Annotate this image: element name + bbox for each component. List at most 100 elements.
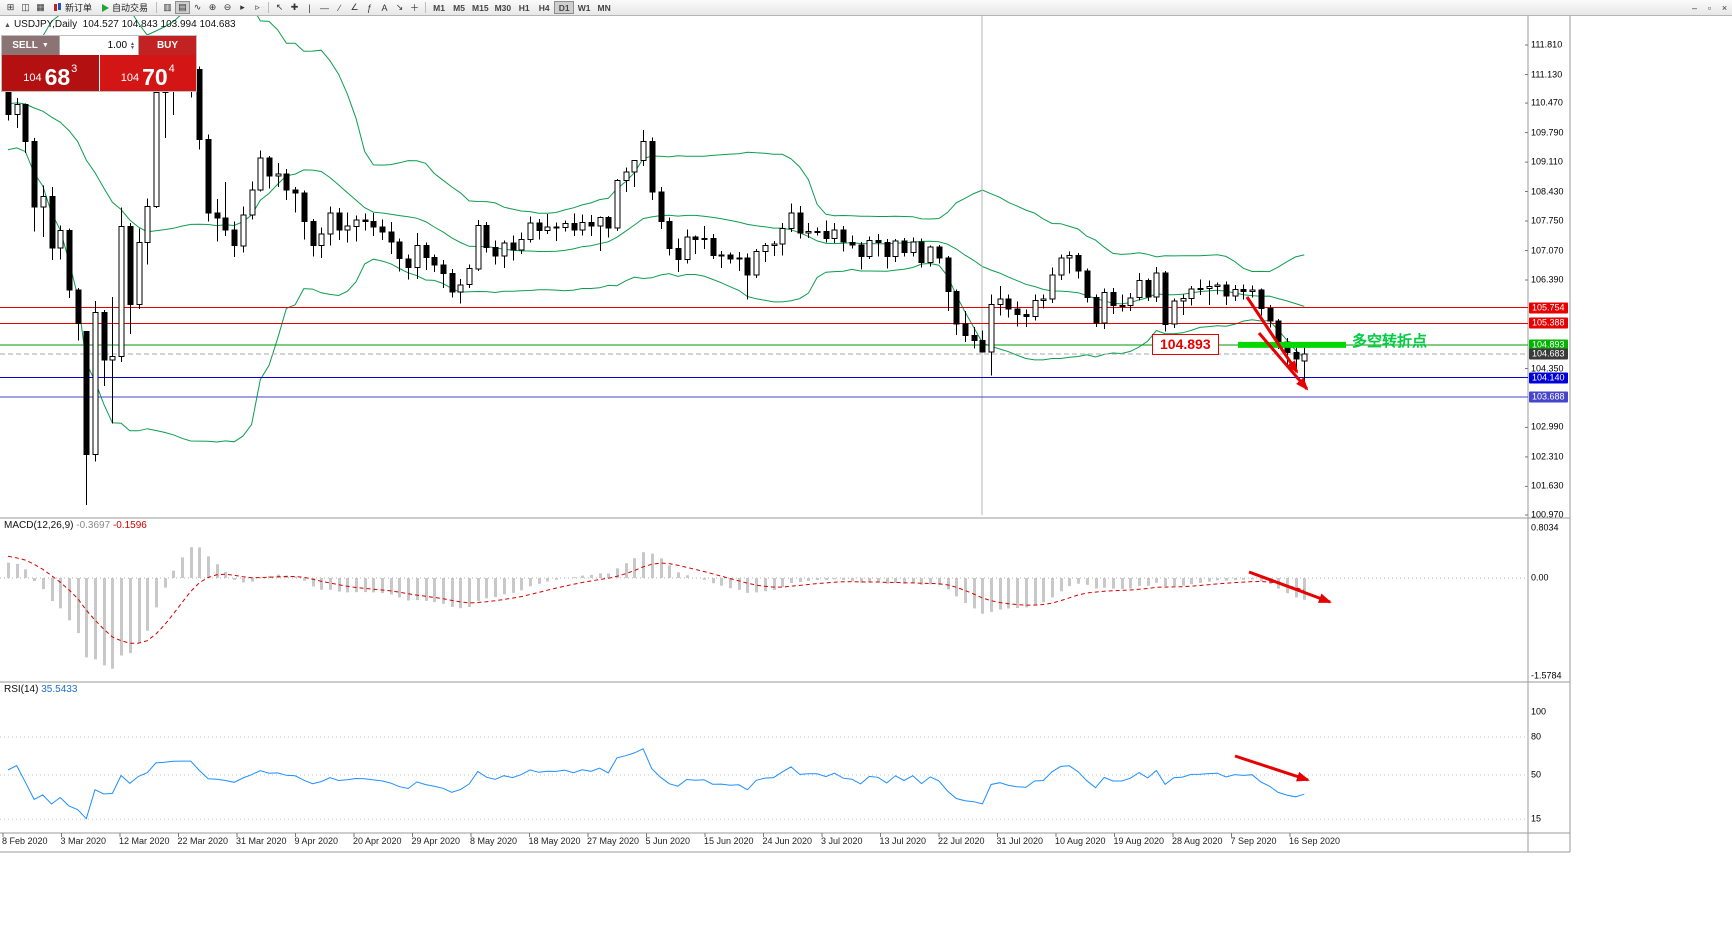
turning-point-label: 多空转折点 (1352, 333, 1428, 350)
timeframe-d1-button[interactable]: D1 (554, 1, 575, 14)
fibonacci-icon[interactable]: ƒ (367, 2, 373, 13)
macd-label: MACD(12,26,9) (4, 520, 74, 531)
macd-axis-label: 0.8034 (1531, 522, 1559, 533)
date-axis-label: 9 Apr 2020 (294, 836, 339, 846)
rsi-header: RSI(14) 35.5433 (4, 684, 77, 695)
toolbar-group-chart: ▥ ▤ ∿ ⊕ ⊖ ▸ ▹ (160, 1, 265, 14)
price-axis-label-special: 104.893 (1529, 339, 1568, 351)
date-axis-label: 28 Aug 2020 (1172, 836, 1223, 846)
date-axis-label: 10 Aug 2020 (1055, 836, 1106, 846)
price-axis-label: 109.110 (1531, 156, 1563, 167)
date-axis-label: 27 May 2020 (587, 836, 640, 846)
vertical-line-icon[interactable]: | (308, 2, 311, 13)
macd-signal-value: -0.1596 (112, 520, 147, 531)
price-axis-label-special: 105.388 (1529, 317, 1568, 329)
date-axis-label: 15 Jun 2020 (704, 836, 754, 846)
bar-chart-icon[interactable]: ▥ (163, 2, 172, 12)
crosshair-icon[interactable]: ✚ (290, 2, 299, 12)
volume-stepper[interactable]: ▲ ▼ (130, 40, 135, 51)
timeframe-h4-button[interactable]: H4 (538, 2, 550, 13)
toolbar-separator (156, 2, 158, 13)
candlestick-chart-icon[interactable]: ▤ (175, 1, 191, 14)
horizontal-line-icon[interactable]: — (320, 2, 330, 13)
sell-label: SELL (12, 40, 38, 51)
timeframe-m15-button[interactable]: M15 (472, 2, 489, 13)
auto-scroll-icon[interactable]: ▸ (240, 2, 245, 12)
buy-label: BUY (156, 40, 179, 51)
date-axis-label: 29 Apr 2020 (411, 836, 461, 846)
close-icon[interactable]: × (1721, 2, 1728, 13)
price-axis-label: 111.810 (1531, 39, 1563, 50)
macd-main-value: -0.3697 (76, 520, 111, 531)
macd-axis-label: -1.5784 (1531, 670, 1562, 681)
date-axis-label: 13 Jul 2020 (879, 836, 927, 846)
channel-icon[interactable]: ∠ (350, 2, 359, 12)
toolbar-group-windows: ⊞ ◫ ▦ (3, 1, 48, 14)
rsi-axis-label: 15 (1531, 813, 1542, 824)
new-chart-icon[interactable]: ⊞ (6, 2, 15, 12)
panel-divider[interactable] (0, 681, 1570, 684)
volume-input[interactable]: 1.00 ▲ ▼ (59, 36, 139, 55)
date-axis-label: 16 Sep 2020 (1289, 836, 1341, 846)
line-chart-icon[interactable]: ∿ (193, 2, 202, 12)
toolbar: ⊞ ◫ ▦ 新订单 自动交易 ▥ ▤ ∿ ⊕ ⊖ ▸ ▹ ↖ ✚ | — ∕ ∠ ƒ A ↘ ＋ M1 M5 M15 M… (0, 0, 1732, 16)
arrow-object-icon[interactable]: ↘ (395, 2, 404, 12)
zoom-out-icon[interactable]: ⊖ (223, 2, 232, 12)
rsi-panel[interactable] (0, 682, 1528, 833)
timeframe-h1-button[interactable]: H1 (518, 2, 530, 13)
buy-button[interactable]: BUY (139, 36, 196, 55)
timeframe-w1-button[interactable]: W1 (577, 2, 591, 13)
new-order-button[interactable]: 新订单 (48, 1, 97, 14)
buy-price-point: 4 (168, 63, 175, 75)
indicators-icon[interactable]: ＋ (410, 3, 420, 13)
rsi-axis-label: 50 (1531, 769, 1542, 780)
buy-price-pips: 70 (142, 64, 168, 90)
price-axis-label: 106.390 (1531, 274, 1564, 285)
macd-axis-label: 0.00 (1531, 572, 1549, 583)
price-axis-label: 102.990 (1531, 421, 1564, 432)
buy-price-prefix: 104 (120, 72, 140, 84)
chart-shift-icon[interactable]: ▹ (255, 2, 260, 12)
timeframe-m30-button[interactable]: M30 (494, 2, 512, 13)
price-axis-label: 102.310 (1531, 451, 1564, 462)
one-click-trading-panel: SELL ▼ 1.00 ▲ ▼ BUY 104 68 3 104 70 4 (2, 36, 196, 91)
timeframe-m1-button[interactable]: M1 (433, 2, 445, 13)
panel-divider[interactable] (0, 517, 1570, 520)
restore-icon[interactable]: ▫ (1707, 2, 1712, 13)
macd-panel[interactable] (0, 518, 1528, 682)
timeframe-mn-button[interactable]: MN (597, 2, 611, 13)
trendline-icon[interactable]: ∕ (338, 2, 341, 13)
new-order-icon (53, 3, 62, 12)
cursor-icon[interactable]: ↖ (275, 2, 284, 12)
minimize-icon[interactable]: – (1691, 2, 1697, 13)
price-axis-label: 109.790 (1531, 127, 1564, 138)
sell-price-button[interactable]: 104 68 3 (2, 55, 99, 91)
text-label-icon[interactable]: A (381, 2, 388, 13)
price-axis-label: 104.350 (1531, 363, 1564, 373)
rsi-axis-label: 80 (1531, 731, 1542, 742)
date-axis-label: 12 Mar 2020 (119, 836, 170, 846)
date-axis-label: 19 Aug 2020 (1113, 836, 1165, 846)
timeframe-m5-button[interactable]: M5 (453, 2, 465, 13)
profile-icon[interactable]: ◫ (21, 2, 30, 12)
date-axis-label: 8 Feb 2020 (2, 836, 48, 846)
price-axis-label: 107.070 (1531, 245, 1564, 255)
price-axis-label-special: 104.140 (1529, 372, 1568, 384)
new-order-label: 新订单 (65, 3, 93, 13)
rsi-axis-label: 100 (1531, 706, 1547, 717)
date-axis-label: 18 May 2020 (528, 836, 581, 846)
chart-ohlc-title: ▲ USDJPY,Daily 104.527 104.843 103.994 10… (4, 19, 236, 30)
toolbar-group-timeframes: M1 M5 M15 M30 H1 H4 D1 W1 MN (429, 1, 614, 14)
main-chart-area[interactable] (0, 16, 1528, 518)
date-axis-label: 24 Jun 2020 (762, 836, 813, 846)
auto-trading-label: 自动交易 (112, 3, 149, 13)
zoom-in-icon[interactable]: ⊕ (208, 2, 217, 12)
market-watch-icon[interactable]: ▦ (36, 2, 45, 12)
buy-price-button[interactable]: 104 70 4 (99, 55, 196, 91)
sell-button[interactable]: SELL ▼ (2, 36, 59, 55)
date-axis-label: 20 Apr 2020 (353, 836, 402, 846)
sell-price-prefix: 104 (23, 72, 42, 84)
date-axis-label: 22 Jul 2020 (938, 836, 985, 846)
auto-trading-button[interactable]: 自动交易 (97, 1, 153, 14)
toolbar-group-objects: ↖ ✚ | — ∕ ∠ ƒ A ↘ ＋ (272, 1, 422, 14)
